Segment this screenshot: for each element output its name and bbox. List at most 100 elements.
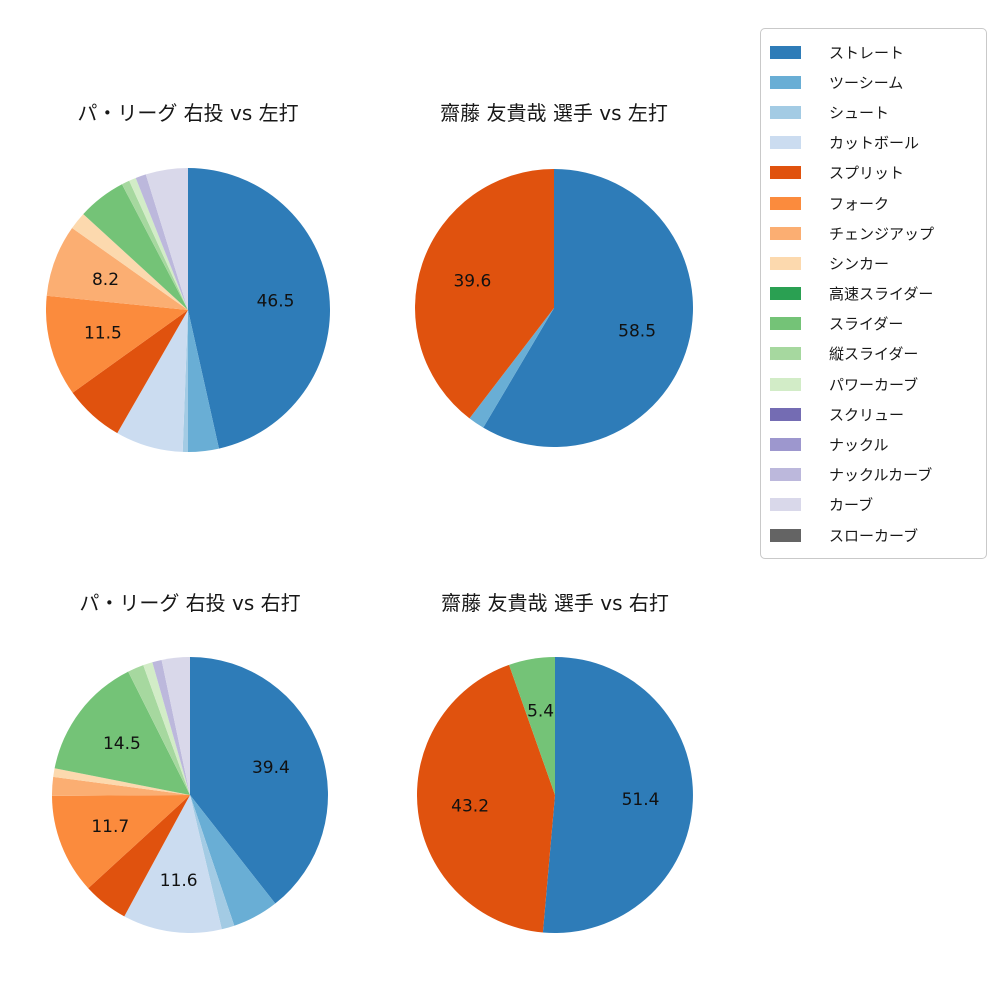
legend-label: フォーク [829, 194, 890, 213]
legend-label: スプリット [829, 164, 905, 183]
legend-item-knuckle-curve: ナックルカーブ [767, 460, 980, 490]
legend-item-shuuto: シュート [767, 97, 980, 127]
fast-slider-swatch-icon [770, 287, 801, 301]
pie-chart-saito-vs-lhb: 58.5 39.6 [415, 169, 693, 447]
legend-label: 縦スライダー [829, 345, 919, 364]
pie-value-label-cut-ball: 11.6 [160, 871, 198, 891]
pie-value-label-straight: 39.4 [252, 758, 290, 778]
slider-swatch-icon [770, 317, 801, 331]
pie-slice-changeup [52, 776, 190, 796]
pie-slice-curve [145, 168, 188, 310]
pie-slice-cut-ball [117, 310, 188, 452]
chart-title-pa-righty-vs-lhb: パ・リーグ 右投 vs 左打 [77, 101, 299, 125]
pie-slice-two-seam [469, 308, 554, 428]
vertical-slider-swatch-icon [770, 347, 801, 361]
pie-value-label-straight: 46.5 [257, 291, 295, 311]
legend-label: ツーシーム [829, 73, 904, 92]
pie-slice-two-seam [190, 795, 276, 926]
legend-item-fork: フォーク [767, 188, 980, 218]
chart-title-pa-righty-vs-rhb: パ・リーグ 右投 vs 右打 [79, 591, 301, 615]
pie-slice-slider [83, 184, 188, 310]
legend-label: スクリュー [829, 405, 905, 424]
pie-value-label-slider: 5.4 [527, 702, 554, 722]
pie-slice-knuckle-curve [152, 659, 190, 795]
legend-label: チェンジアップ [829, 224, 935, 243]
slow-curve-swatch-icon [770, 528, 801, 542]
pie-slice-shuuto [190, 795, 235, 930]
pie-slice-vertical-slider [121, 180, 188, 310]
legend-item-sinker: シンカー [767, 248, 980, 278]
legend-label: カットボール [829, 134, 920, 153]
pie-slice-split [72, 310, 188, 434]
pie-slice-slider [54, 671, 190, 795]
pie-slice-split [417, 664, 555, 933]
pie-chart-pa-righty-vs-lhb: 46.5 11.5 8.2 [46, 168, 330, 452]
pie-value-label-split: 43.2 [451, 797, 489, 817]
pie-slice-straight [542, 657, 693, 933]
pie-slice-split [88, 795, 190, 917]
pie-value-label-split: 39.6 [453, 271, 491, 291]
knuckle-curve-swatch-icon [770, 468, 801, 482]
legend-item-screw: スクリュー [767, 399, 980, 429]
legend-item-power-curve: パワーカーブ [767, 369, 980, 399]
pie-slice-two-seam [188, 310, 219, 452]
pie-slice-fork [52, 795, 190, 889]
pie-slice-straight [483, 169, 693, 447]
pie-value-label-straight: 51.4 [622, 790, 660, 810]
legend-label: ストレート [829, 43, 905, 62]
chart-title-saito-vs-rhb: 齋藤 友貴哉 選手 vs 右打 [441, 591, 669, 615]
chart-title-saito-vs-lhb: 齋藤 友貴哉 選手 vs 左打 [440, 101, 668, 125]
legend-item-vertical-slider: 縦スライダー [767, 339, 980, 369]
pie-chart-pa-righty-vs-rhb: 39.4 11.6 11.7 14.5 [52, 657, 328, 933]
curve-swatch-icon [770, 498, 801, 512]
legend-items: ストレートツーシームシュートカットボール スプリットフォークチェンジアップ シンカー… [767, 37, 980, 550]
pie-value-label-fork: 11.5 [84, 324, 122, 344]
pie-chart-saito-vs-rhb: 51.4 43.2 5.4 [417, 657, 693, 933]
pie-slice-changeup [46, 227, 188, 310]
pie-value-label-straight: 58.5 [618, 322, 656, 342]
pie-value-label-changeup: 8.2 [92, 270, 119, 290]
legend-item-changeup: チェンジアップ [767, 218, 980, 248]
pie-slice-power-curve [129, 177, 188, 310]
legend-label: パワーカーブ [829, 375, 919, 394]
knuckle-swatch-icon [770, 438, 801, 452]
pie-slice-slider [509, 657, 555, 795]
legend-item-two-seam: ツーシーム [767, 67, 980, 97]
pie-slice-vertical-slider [128, 665, 190, 795]
pie-value-label-slider: 14.5 [103, 734, 141, 754]
legend-label: シンカー [829, 254, 890, 273]
pie-slice-straight [188, 168, 330, 449]
straight-swatch-icon [770, 45, 801, 59]
legend-label: スライダー [829, 315, 904, 334]
legend-item-split: スプリット [767, 158, 980, 188]
shuuto-swatch-icon [770, 105, 801, 119]
legend-item-slider: スライダー [767, 309, 980, 339]
legend-label: ナックル [829, 436, 889, 455]
pie-value-label-fork: 11.7 [91, 817, 129, 837]
legend-label: スローカーブ [829, 526, 919, 545]
legend-item-slow-curve: スローカーブ [767, 520, 980, 550]
sinker-swatch-icon [770, 256, 801, 270]
pie-slice-power-curve [143, 662, 190, 795]
cut-ball-swatch-icon [770, 136, 801, 150]
legend-label: ナックルカーブ [829, 466, 933, 485]
legend-item-knuckle: ナックル [767, 429, 980, 459]
pie-slice-sinker [72, 214, 188, 310]
pie-slice-shuuto [182, 310, 188, 452]
pie-slice-sinker [53, 768, 191, 795]
power-curve-swatch-icon [770, 377, 801, 391]
pie-slice-cut-ball [124, 795, 222, 933]
pie-slice-fork [46, 295, 188, 393]
fork-swatch-icon [770, 196, 801, 210]
split-swatch-icon [770, 166, 801, 180]
pie-slice-split [415, 169, 554, 419]
legend-item-curve: カーブ [767, 490, 980, 520]
changeup-swatch-icon [770, 226, 801, 240]
legend-item-straight: ストレート [767, 37, 980, 67]
pie-slice-curve [161, 657, 190, 795]
legend-label: 高速スライダー [829, 285, 934, 304]
two-seam-swatch-icon [770, 75, 801, 89]
legend-label: カーブ [829, 496, 874, 515]
legend-item-fast-slider: 高速スライダー [767, 279, 980, 309]
